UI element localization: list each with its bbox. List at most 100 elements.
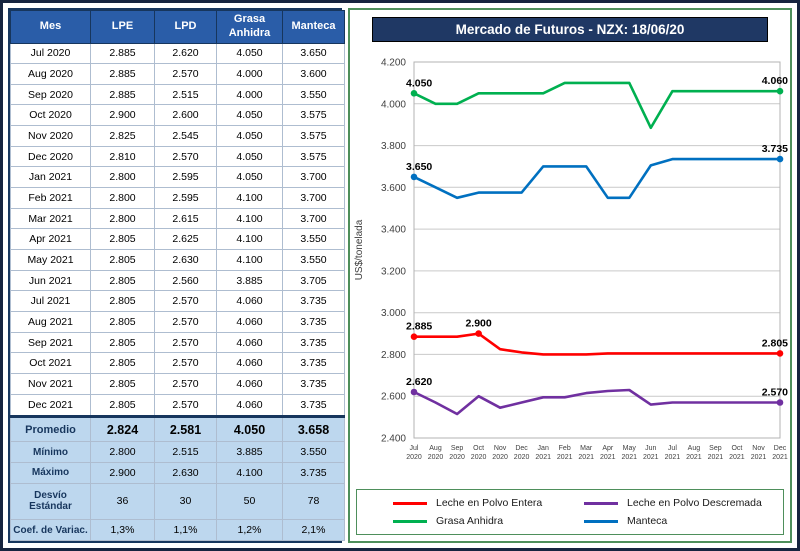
futures-line-chart: 2.400 2.600 2.800 3.000 3.200 3.400 3.600 3.800… xyxy=(354,58,788,462)
table-row: Aug 2021 2.805 2.570 4.060 3.735 xyxy=(10,311,345,333)
month-cell: May 2021 xyxy=(10,249,91,271)
legend-item: Leche en Polvo Descremada xyxy=(584,497,775,509)
svg-text:2.805: 2.805 xyxy=(762,337,788,349)
month-cell: Aug 2021 xyxy=(10,311,91,333)
svg-text:2021: 2021 xyxy=(729,454,745,461)
svg-text:Dec: Dec xyxy=(774,445,787,452)
value-cell: 2.805 xyxy=(90,373,155,395)
legend-item: Grasa Anhidra xyxy=(393,515,584,527)
value-cell: 3.735 xyxy=(282,373,345,395)
value-cell: 3.575 xyxy=(282,104,345,127)
svg-text:3.400: 3.400 xyxy=(381,225,406,236)
svg-text:2.600: 2.600 xyxy=(381,392,406,403)
value-cell: 2.805 xyxy=(90,352,155,374)
svg-text:3.800: 3.800 xyxy=(381,141,406,152)
column-header: LPD xyxy=(154,10,217,44)
value-cell: 2.615 xyxy=(154,207,217,230)
value-cell: 3.700 xyxy=(282,166,345,189)
value-cell: 4.000 xyxy=(216,63,283,85)
value-cell: 2.620 xyxy=(154,42,217,65)
value-cell: 4.000 xyxy=(216,83,283,106)
summary-label: Máximo xyxy=(10,461,91,484)
table-row: Oct 2020 2.900 2.600 4.050 3.575 xyxy=(10,104,345,127)
table-row: Dec 2020 2.810 2.570 4.050 3.575 xyxy=(10,145,345,168)
value-cell: 2.600 xyxy=(154,104,217,127)
value-cell: 2.800 xyxy=(90,187,155,209)
column-header: Grasa Anhidra xyxy=(216,10,283,44)
svg-text:2020: 2020 xyxy=(471,454,487,461)
month-cell: Jul 2021 xyxy=(10,290,91,313)
svg-text:Jul: Jul xyxy=(410,445,419,452)
value-cell: 4.050 xyxy=(216,145,283,168)
chart-panel: Mercado de Futuros - NZX: 18/06/20 2.400… xyxy=(348,8,792,543)
value-cell: 4.100 xyxy=(216,249,283,271)
futures-table-panel: Mes LPE LPD Grasa Anhidra Manteca Jul 2020 2.… xyxy=(8,8,345,543)
value-cell: 3.550 xyxy=(282,228,345,251)
value-cell: 2.625 xyxy=(154,228,217,251)
svg-text:2021: 2021 xyxy=(772,454,788,461)
svg-text:2.570: 2.570 xyxy=(762,387,788,399)
value-cell: 2.800 xyxy=(90,166,155,189)
table-row: Sep 2021 2.805 2.570 4.060 3.735 xyxy=(10,331,345,354)
value-cell: 3.575 xyxy=(282,125,345,147)
summary-row: Promedio 2.824 2.581 4.050 3.658 xyxy=(10,414,345,443)
svg-text:3.200: 3.200 xyxy=(381,266,406,277)
table-row: Apr 2021 2.805 2.625 4.100 3.550 xyxy=(10,228,345,251)
summary-value: 4.100 xyxy=(216,461,283,484)
svg-text:2020: 2020 xyxy=(492,454,508,461)
table-row: Sep 2020 2.885 2.515 4.000 3.550 xyxy=(10,83,345,106)
svg-text:2.620: 2.620 xyxy=(406,376,432,388)
summary-value: 50 xyxy=(216,482,283,521)
table-row: May 2021 2.805 2.630 4.100 3.550 xyxy=(10,249,345,271)
summary-value: 3.550 xyxy=(282,441,345,463)
svg-text:Nov: Nov xyxy=(752,445,765,452)
svg-text:2021: 2021 xyxy=(708,454,724,461)
legend-label: Grasa Anhidra xyxy=(436,515,504,527)
value-cell: 2.885 xyxy=(90,42,155,65)
table-row: Dec 2021 2.805 2.570 4.060 3.735 xyxy=(10,393,345,417)
summary-value: 30 xyxy=(154,482,217,521)
value-cell: 4.100 xyxy=(216,228,283,251)
month-cell: Jul 2020 xyxy=(10,42,91,65)
value-cell: 2.515 xyxy=(154,83,217,106)
month-cell: Oct 2020 xyxy=(10,104,91,127)
value-cell: 3.550 xyxy=(282,249,345,271)
legend-label: Leche en Polvo Entera xyxy=(436,497,543,509)
summary-value: 1,1% xyxy=(154,519,217,541)
table-row: Mar 2021 2.800 2.615 4.100 3.700 xyxy=(10,207,345,230)
value-cell: 3.705 xyxy=(282,269,345,292)
month-cell: Nov 2021 xyxy=(10,373,91,395)
chart-legend: Leche en Polvo Entera Leche en Polvo Desc… xyxy=(356,489,784,535)
legend-label: Leche en Polvo Descremada xyxy=(627,497,762,509)
month-cell: Feb 2021 xyxy=(10,187,91,209)
svg-text:Feb: Feb xyxy=(559,445,571,452)
svg-text:Jan: Jan xyxy=(538,445,549,452)
value-cell: 2.805 xyxy=(90,269,155,292)
value-cell: 2.885 xyxy=(90,83,155,106)
svg-text:2021: 2021 xyxy=(622,454,638,461)
summary-value: 2.800 xyxy=(90,441,155,463)
table-row: Oct 2021 2.805 2.570 4.060 3.735 xyxy=(10,352,345,374)
svg-text:2021: 2021 xyxy=(751,454,767,461)
value-cell: 3.700 xyxy=(282,187,345,209)
summary-value: 3.735 xyxy=(282,461,345,484)
summary-value: 2.515 xyxy=(154,441,217,463)
value-cell: 4.050 xyxy=(216,42,283,65)
svg-text:4.000: 4.000 xyxy=(381,99,406,110)
value-cell: 4.100 xyxy=(216,207,283,230)
summary-row: Máximo 2.900 2.630 4.100 3.735 xyxy=(10,461,345,484)
month-cell: Jan 2021 xyxy=(10,166,91,189)
table-row: Jul 2020 2.885 2.620 4.050 3.650 xyxy=(10,42,345,65)
value-cell: 3.575 xyxy=(282,145,345,168)
svg-text:2021: 2021 xyxy=(535,454,551,461)
futures-table: Mes LPE LPD Grasa Anhidra Manteca Jul 2020 2.… xyxy=(10,10,345,541)
table-row: Jul 2021 2.805 2.570 4.060 3.735 xyxy=(10,290,345,313)
month-cell: Nov 2020 xyxy=(10,125,91,147)
svg-text:Oct: Oct xyxy=(473,445,484,452)
svg-text:2.800: 2.800 xyxy=(381,350,406,361)
summary-value: 3.885 xyxy=(216,441,283,463)
summary-value: 1,2% xyxy=(216,519,283,541)
svg-text:Nov: Nov xyxy=(494,445,507,452)
legend-line-swatch xyxy=(393,519,427,523)
svg-text:Jul: Jul xyxy=(668,445,677,452)
